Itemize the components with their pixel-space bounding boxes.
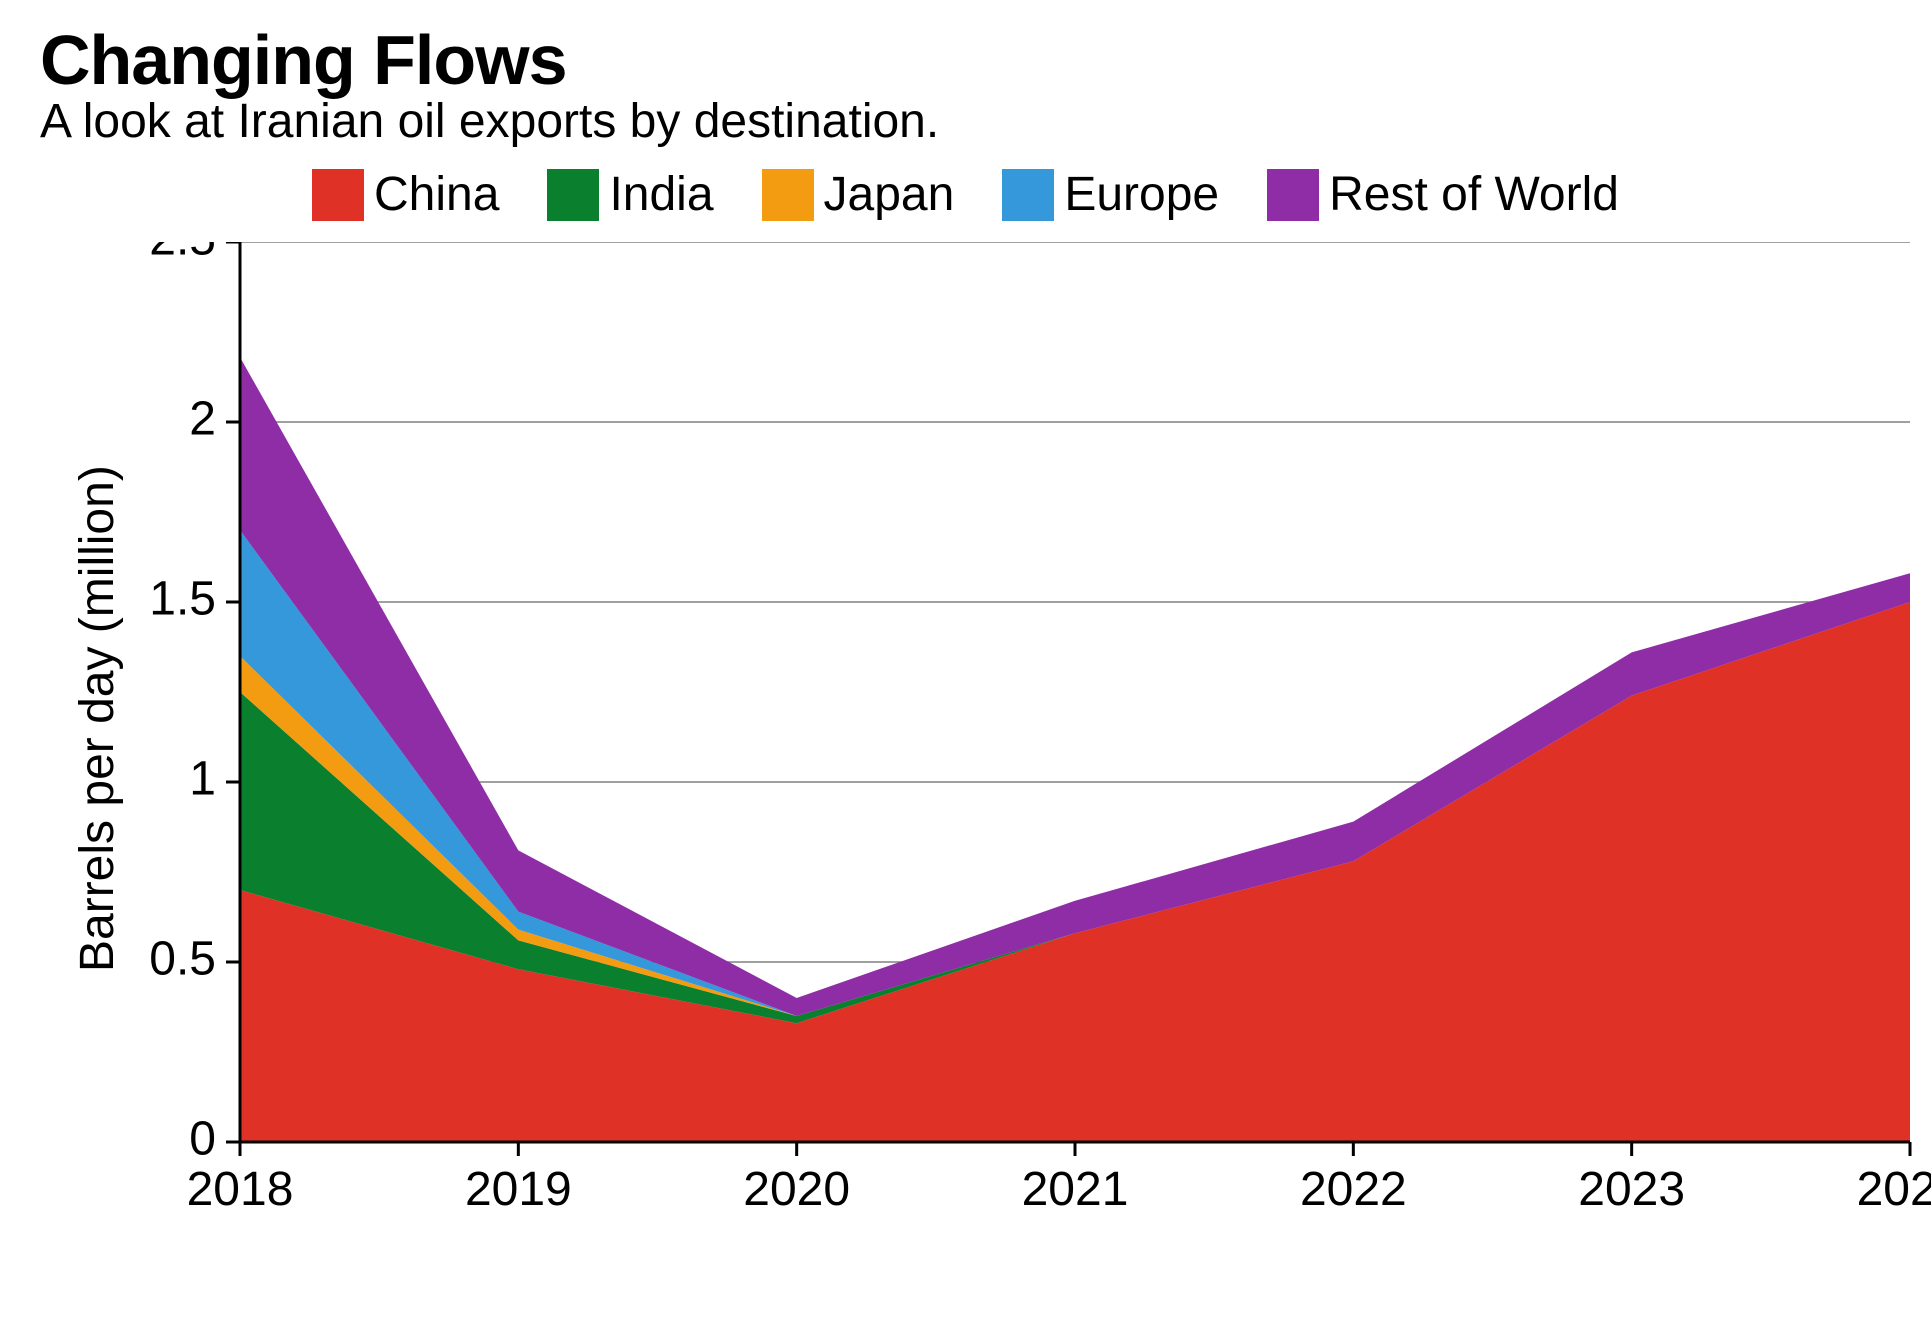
x-tick-label: 2022	[1300, 1163, 1407, 1216]
legend-swatch	[1267, 169, 1319, 221]
chart-legend: China India Japan Europe Rest of World	[40, 167, 1891, 222]
chart-title: Changing Flows	[40, 20, 1891, 100]
legend-item: India	[547, 167, 713, 222]
legend-swatch	[547, 169, 599, 221]
legend-swatch	[762, 169, 814, 221]
chart-plot-area: Barrels per day (million) 0 0.5 1 1.5 2 2.5 20…	[40, 242, 1891, 1232]
legend-item: China	[312, 167, 499, 222]
legend-label: Europe	[1064, 167, 1219, 222]
legend-label: Japan	[824, 167, 955, 222]
y-axis-title: Barrels per day (million)	[70, 465, 125, 972]
legend-swatch	[312, 169, 364, 221]
x-tick-label: 2024	[1857, 1163, 1931, 1216]
stacked-area-chart: 0 0.5 1 1.5 2 2.5 2018 2019 2020 2021 2022 2023 2024	[40, 242, 1931, 1232]
y-tick-label: 2.5	[149, 242, 216, 266]
y-tick-label: 1.5	[149, 573, 216, 626]
legend-label: India	[609, 167, 713, 222]
legend-item: Europe	[1002, 167, 1219, 222]
legend-item: Rest of World	[1267, 167, 1619, 222]
y-tick-label: 0.5	[149, 933, 216, 986]
y-tick-label: 0	[189, 1113, 216, 1166]
y-tick-label: 2	[189, 393, 216, 446]
chart-subtitle: A look at Iranian oil exports by destina…	[40, 94, 1891, 149]
x-tick-label: 2020	[743, 1163, 850, 1216]
legend-item: Japan	[762, 167, 955, 222]
chart-container: Changing Flows A look at Iranian oil exp…	[0, 0, 1931, 1317]
x-tick-label: 2018	[187, 1163, 294, 1216]
x-tick-label: 2023	[1578, 1163, 1685, 1216]
y-tick-label: 1	[189, 753, 216, 806]
legend-swatch	[1002, 169, 1054, 221]
legend-label: China	[374, 167, 499, 222]
x-tick-label: 2019	[465, 1163, 572, 1216]
legend-label: Rest of World	[1329, 167, 1619, 222]
x-tick-label: 2021	[1022, 1163, 1129, 1216]
